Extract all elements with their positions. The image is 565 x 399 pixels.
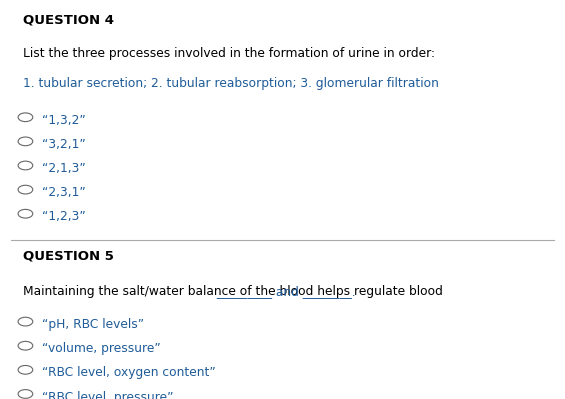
Text: 1. tubular secretion; 2. tubular reabsorption; 3. glomerular filtration: 1. tubular secretion; 2. tubular reabsor… [23, 77, 438, 90]
Text: Maintaining the salt/water balance of the blood helps regulate blood: Maintaining the salt/water balance of th… [23, 285, 442, 298]
Text: “1,2,3”: “1,2,3” [42, 210, 86, 223]
Text: “pH, RBC levels”: “pH, RBC levels” [42, 318, 145, 331]
Text: _________ and ________.: _________ and ________. [213, 285, 355, 298]
Text: “2,3,1”: “2,3,1” [42, 186, 86, 199]
Text: QUESTION 4: QUESTION 4 [23, 14, 114, 26]
Text: List the three processes involved in the formation of urine in order:: List the three processes involved in the… [23, 47, 434, 60]
Text: “RBC level, pressure”: “RBC level, pressure” [42, 391, 174, 399]
Text: “1,3,2”: “1,3,2” [42, 114, 86, 127]
Text: QUESTION 5: QUESTION 5 [23, 250, 114, 263]
Text: “3,2,1”: “3,2,1” [42, 138, 86, 151]
Text: “volume, pressure”: “volume, pressure” [42, 342, 161, 356]
Text: “RBC level, oxygen content”: “RBC level, oxygen content” [42, 367, 216, 379]
Text: “2,1,3”: “2,1,3” [42, 162, 86, 175]
